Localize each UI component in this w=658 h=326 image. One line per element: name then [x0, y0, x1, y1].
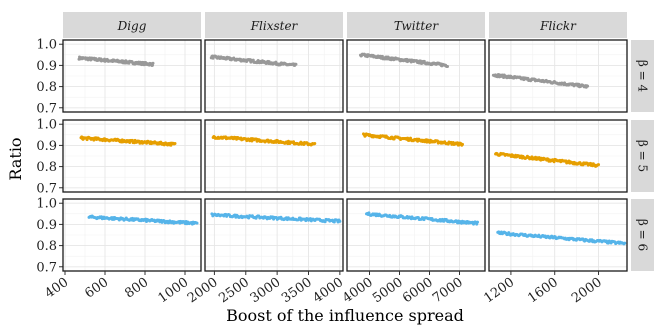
data-point — [247, 216, 251, 220]
y-tick-label: 0.7 — [36, 260, 57, 275]
data-point — [476, 220, 479, 224]
x-tick-label: 600 — [82, 275, 111, 302]
x-tick-label: 1600 — [525, 275, 561, 306]
data-point — [151, 61, 155, 65]
data-point — [323, 220, 327, 224]
data-point — [597, 163, 601, 167]
panel-border — [488, 119, 628, 193]
data-point — [313, 142, 317, 146]
y-tick-label: 0.8 — [36, 160, 57, 175]
panel-border — [62, 39, 202, 113]
column-strip-label: Flickr — [539, 19, 577, 33]
panel-1-1 — [204, 119, 344, 193]
row-strip-label: β = 4 — [636, 60, 650, 93]
y-tick-label: 1.0 — [36, 197, 57, 212]
panel-2-2 — [346, 198, 486, 272]
x-tick-label: 800 — [122, 275, 151, 302]
panel-border — [204, 39, 344, 113]
data-point — [294, 62, 298, 66]
column-strip-3 — [489, 12, 627, 38]
x-tick-label: 3000 — [248, 275, 284, 306]
x-tick-label: 7000 — [430, 275, 466, 306]
panel-0-2 — [346, 39, 486, 113]
column-strip-label: Digg — [117, 19, 147, 33]
data-point — [586, 84, 590, 88]
data-point — [419, 59, 423, 63]
panel-border — [62, 198, 202, 272]
y-tick-label: 0.9 — [36, 59, 57, 74]
x-tick-label: 400 — [42, 275, 71, 302]
data-point — [623, 241, 627, 245]
panel-2-3 — [488, 198, 628, 272]
y-tick-label: 1.0 — [36, 38, 57, 53]
x-tick-label: 5000 — [370, 275, 406, 306]
x-tick-label: 1000 — [156, 275, 192, 306]
row-strip-label: β = 6 — [636, 219, 650, 251]
panel-0-1 — [204, 39, 344, 113]
data-point — [446, 64, 449, 68]
x-tick-label: 4000 — [340, 275, 376, 306]
panel-border — [62, 119, 202, 193]
x-tick-label: 4000 — [310, 275, 346, 306]
row-strip-label: β = 5 — [636, 140, 650, 172]
data-point — [552, 160, 556, 164]
panel-1-2 — [346, 119, 486, 193]
x-tick-label: 2500 — [216, 275, 252, 306]
panel-0-0 — [62, 39, 202, 113]
row-strip-0 — [631, 40, 654, 112]
y-axis-label: Ratio — [6, 137, 25, 180]
data-point — [173, 141, 177, 145]
panel-border — [346, 119, 486, 193]
panel-1-3 — [488, 119, 628, 193]
row-strip-2 — [631, 199, 654, 271]
x-tick-label: 1200 — [481, 275, 517, 306]
data-point — [338, 219, 342, 223]
panel-0-3 — [488, 39, 628, 113]
data-point — [577, 82, 581, 86]
data-point — [461, 142, 464, 146]
column-strip-2 — [347, 12, 485, 38]
panel-border — [346, 39, 486, 113]
panel-2-1 — [204, 198, 344, 272]
column-strip-0 — [63, 12, 201, 38]
column-strip-1 — [205, 12, 343, 38]
panel-border — [346, 198, 486, 272]
facet-panels: Digg Flixster Twitter Flickr β = 4 0.7 0.8 0.9 1… — [36, 12, 654, 306]
y-tick-label: 0.9 — [36, 218, 57, 233]
data-point — [195, 221, 199, 225]
panel-2-0 — [62, 198, 202, 272]
y-tick-label: 0.9 — [36, 139, 57, 154]
panel-border — [488, 198, 628, 272]
y-tick-label: 0.7 — [36, 101, 57, 116]
x-tick-label: 6000 — [400, 275, 436, 306]
y-tick-label: 0.8 — [36, 239, 57, 254]
y-tick-label: 0.8 — [36, 80, 57, 95]
x-tick-label: 3500 — [279, 275, 315, 306]
panel-border — [488, 39, 628, 113]
panel-1-0 — [62, 119, 202, 193]
x-axis-label: Boost of the influence spread — [226, 306, 464, 325]
row-strip-1 — [631, 120, 654, 192]
y-tick-label: 1.0 — [36, 118, 57, 133]
panel-border — [204, 119, 344, 193]
column-strip-label: Twitter — [394, 19, 439, 33]
panel-border — [204, 198, 344, 272]
x-tick-label: 2000 — [569, 275, 605, 306]
x-tick-label: 2000 — [185, 275, 221, 306]
column-strip-label: Flixster — [250, 19, 299, 33]
y-tick-label: 0.7 — [36, 181, 57, 196]
